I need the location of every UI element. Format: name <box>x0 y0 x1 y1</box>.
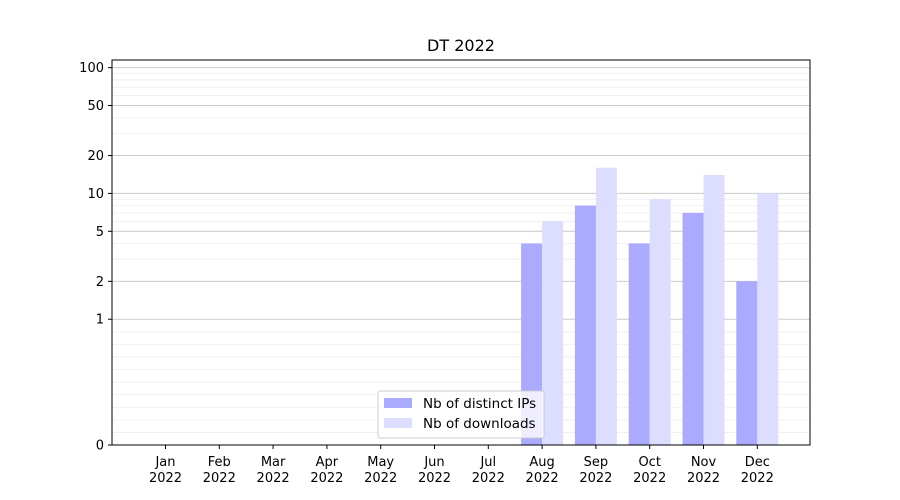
x-tick-label-year: 2022 <box>418 471 451 486</box>
x-tick-label-year: 2022 <box>526 471 559 486</box>
axes-frame <box>111 59 811 446</box>
x-tick-label-year: 2022 <box>579 471 612 486</box>
x-tick-label-month: Dec <box>745 455 770 470</box>
y-axis: 0 1 2 5 10 20 50 100 <box>79 61 112 454</box>
x-tick-label-month: Jul <box>479 455 496 470</box>
x-tick-label-year: 2022 <box>472 471 505 486</box>
legend: Nb of distinct IPs Nb of downloads <box>377 390 545 439</box>
bar-downloads <box>542 221 564 445</box>
y-tick-label: 50 <box>87 99 104 114</box>
x-tick-label-year: 2022 <box>633 471 666 486</box>
bar-downloads <box>757 193 779 445</box>
x-tick-label-month: Mar <box>261 455 286 470</box>
y-tick-label: 2 <box>96 275 104 290</box>
x-tick-label-month: Oct <box>638 455 660 470</box>
y-tick-label: 0 <box>96 439 104 454</box>
x-tick-label-month: May <box>367 455 394 470</box>
y-tick-label: 100 <box>79 61 104 76</box>
bar-downloads <box>595 167 617 445</box>
legend-swatch-distinct-ips <box>384 398 412 408</box>
x-tick-label-year: 2022 <box>364 471 397 486</box>
y-tick-label: 1 <box>96 313 104 328</box>
x-tick-label-month: Jun <box>423 455 444 470</box>
x-tick-label-year: 2022 <box>203 471 236 486</box>
bar-distinct-ips <box>682 212 704 445</box>
x-tick-label-month: Apr <box>316 455 339 470</box>
bar-downloads <box>649 199 671 445</box>
x-tick-label-month: Feb <box>208 455 231 470</box>
x-tick-label-month: Jan <box>154 455 175 470</box>
bars <box>521 167 779 446</box>
y-tick-label: 5 <box>96 225 104 240</box>
bar-downloads <box>703 175 725 446</box>
legend-label-downloads: Nb of downloads <box>423 416 536 432</box>
legend-label-distinct-ips: Nb of distinct IPs <box>423 396 536 412</box>
x-tick-label-year: 2022 <box>257 471 290 486</box>
bar-distinct-ips <box>736 281 758 445</box>
y-tick-label: 20 <box>87 149 104 164</box>
x-tick-label-year: 2022 <box>687 471 720 486</box>
bar-distinct-ips <box>574 205 596 445</box>
legend-box <box>377 390 545 439</box>
x-tick-label-month: Sep <box>584 455 609 470</box>
x-tick-label-month: Nov <box>691 455 717 470</box>
chart-title: DT 2022 <box>427 36 495 55</box>
bar-distinct-ips <box>628 243 650 445</box>
x-axis: Jan2022Feb2022Mar2022Apr2022May2022Jun20… <box>149 445 774 486</box>
x-tick-label-year: 2022 <box>741 471 774 486</box>
x-tick-label-year: 2022 <box>310 471 343 486</box>
y-tick-label: 10 <box>87 187 104 202</box>
legend-swatch-downloads <box>384 418 412 428</box>
x-tick-label-year: 2022 <box>149 471 182 486</box>
x-tick-label-month: Aug <box>529 455 554 470</box>
